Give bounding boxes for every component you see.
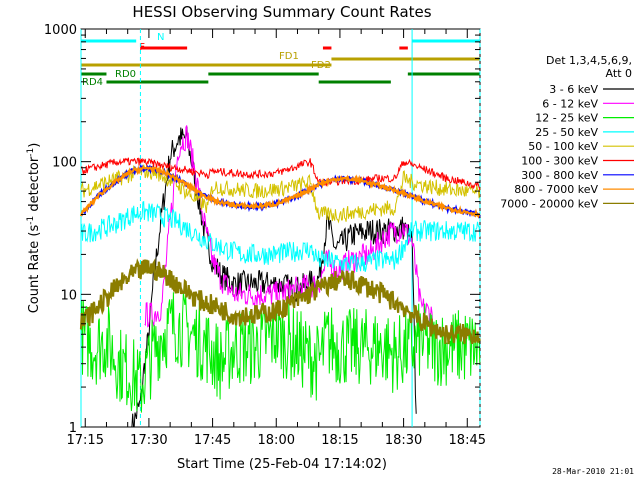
x-axis-label: Start Time (25-Feb-04 17:14:02): [177, 457, 387, 472]
y-label-sup2: -1: [26, 148, 36, 157]
flag-label-fd2: FD2: [311, 60, 331, 71]
legend-label: 25 - 50 keV: [535, 126, 598, 139]
y-tick-label: 100: [52, 156, 77, 171]
series-line-800-7000-kev: [79, 165, 481, 219]
legend-label: 100 - 300 keV: [521, 155, 598, 168]
x-tick-label: 17:30: [130, 433, 167, 448]
legend-label: 12 - 25 keV: [535, 112, 598, 125]
x-tick-label: 18:30: [385, 433, 422, 448]
y-tick-label: 1000: [44, 23, 77, 38]
axes-group: 1 10 100 1000 17:15 17:30 17:45 18:00 18:15 18:30…: [44, 23, 486, 448]
legend-label: 300 - 800 keV: [521, 169, 598, 182]
series-line-100-300-kev: [80, 157, 481, 191]
x-tick-label: 18:15: [321, 433, 358, 448]
x-tick-label: 17:15: [67, 433, 104, 448]
legend-label: 6 - 12 keV: [542, 97, 598, 110]
series-group: [79, 125, 481, 428]
chart-title: HESSI Observing Summary Count Rates: [132, 3, 431, 21]
legend-header-attenuator: Att 0: [606, 67, 632, 80]
y-label-main: Count Rate (s: [27, 225, 42, 314]
x-tick-label: 18:00: [258, 433, 295, 448]
flag-bars-group: N F FD1 FD2 RD0 RD4: [81, 32, 480, 88]
legend-label: 50 - 100 keV: [528, 140, 598, 153]
series-line-7000-20000-kev: [79, 258, 481, 345]
flag-label-fd1: FD1: [279, 51, 299, 62]
x-tick-label: 17:45: [194, 433, 231, 448]
series-line-25-50-kev: [80, 200, 481, 273]
y-label-sup1: -1: [26, 216, 36, 225]
y-tick-label: 1: [69, 421, 77, 436]
footer-timestamp: 28-Mar-2010 21:01: [552, 467, 634, 476]
legend-label: 3 - 6 keV: [549, 83, 598, 96]
y-label-mid: detector: [27, 156, 42, 216]
series-line-50-100-kev: [80, 164, 481, 224]
flag-label-n: N: [157, 32, 164, 43]
flag-label-f: F: [139, 42, 145, 53]
series-line-3-6-kev: [131, 126, 417, 428]
flag-label-rd0: RD0: [115, 69, 136, 80]
x-tick-label: 18:45: [449, 433, 486, 448]
y-tick-label: 10: [60, 288, 77, 303]
legend-label: 800 - 7000 keV: [514, 183, 598, 196]
legend-header-detectors: Det 1,3,4,5,6,9,: [546, 54, 632, 67]
series-line-6-12-kev: [144, 125, 434, 328]
series-line-12-25-kev: [80, 292, 481, 413]
legend-label: 7000 - 20000 keV: [500, 197, 598, 210]
y-axis-label: Count Rate (s-1 detector-1): [26, 143, 42, 314]
flag-label-rd4: RD4: [82, 77, 103, 88]
y-label-end: ): [27, 143, 42, 148]
